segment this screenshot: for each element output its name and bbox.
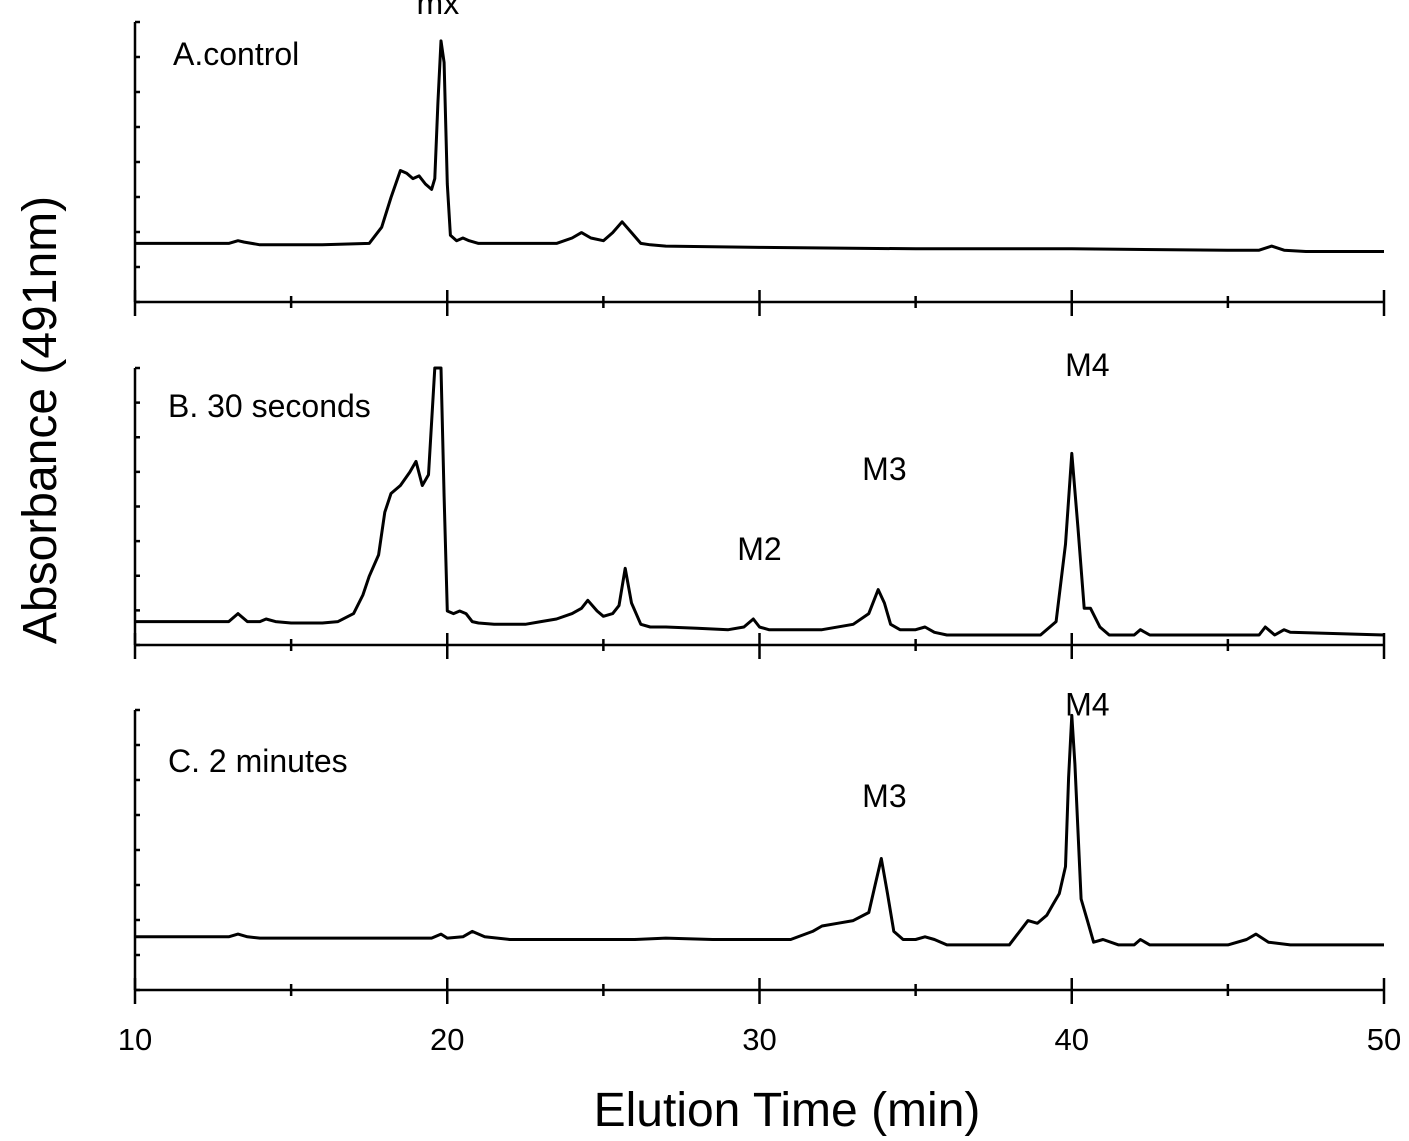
peak-label-m3: M3 <box>862 451 906 487</box>
x-tick-label: 20 <box>430 1022 464 1057</box>
y-axis-title: Absorbance (491nm) <box>14 196 67 644</box>
peak-label-m2: M2 <box>737 531 781 567</box>
x-tick-label: 30 <box>742 1022 776 1057</box>
panel-c: C. 2 minutes M3 M4 <box>133 686 1386 1004</box>
trace-line <box>135 39 1384 253</box>
panel-b: B. 30 seconds M2 M3 M4 <box>133 347 1386 659</box>
panel-a: A.control mx <box>133 0 1386 316</box>
peak-label-m4: M4 <box>1065 686 1109 722</box>
x-tick-label: 50 <box>1367 1022 1401 1057</box>
x-tick-labels: 10 20 30 40 50 <box>118 1022 1401 1057</box>
trace-line <box>135 713 1384 947</box>
panel-label: C. 2 minutes <box>168 743 348 779</box>
x-tick-label: 40 <box>1055 1022 1089 1057</box>
peak-label-mx: mx <box>417 0 460 21</box>
peak-label-m4: M4 <box>1065 347 1109 383</box>
x-tick-label: 10 <box>118 1022 152 1057</box>
panel-label: A.control <box>173 36 299 72</box>
x-axis-title: Elution Time (min) <box>594 1084 981 1137</box>
peak-label-m3: M3 <box>862 778 906 814</box>
panel-label: B. 30 seconds <box>168 388 371 424</box>
trace-line <box>135 366 1384 637</box>
